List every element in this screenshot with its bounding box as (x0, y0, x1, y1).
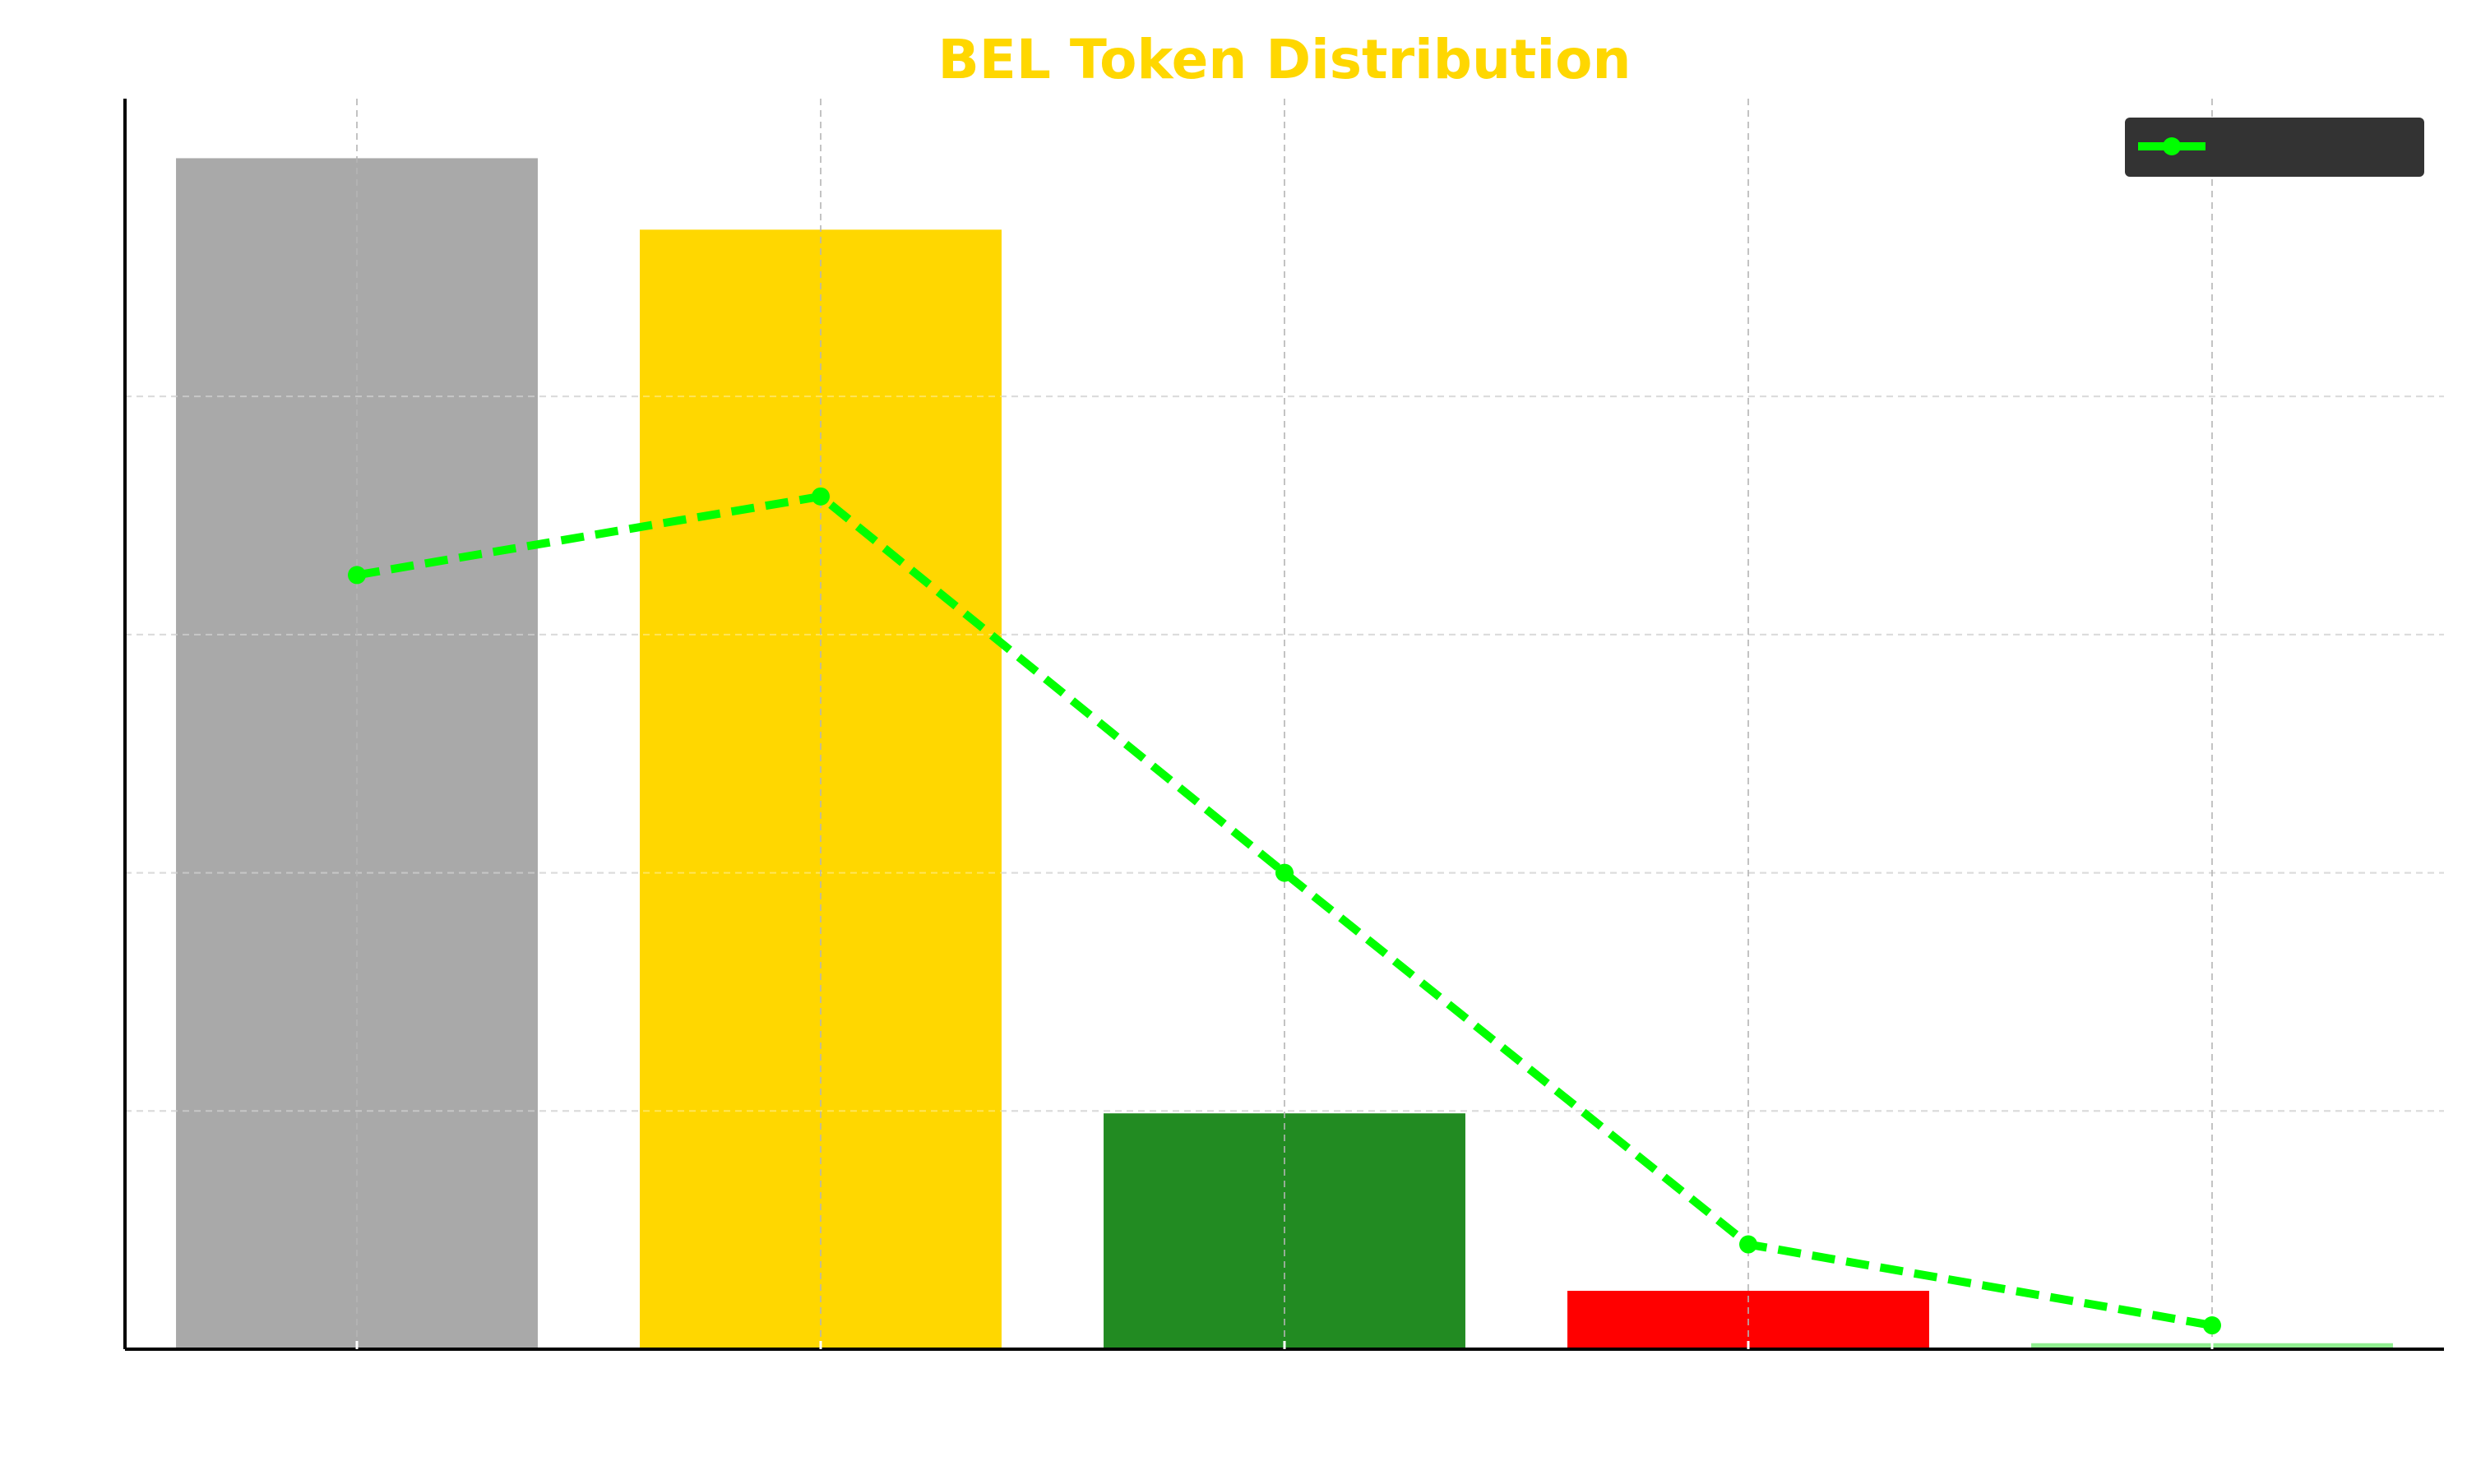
line-point (1739, 1235, 1757, 1254)
grid-front-layer (125, 99, 2444, 1349)
chart-title: BEL Token Distribution (937, 28, 1631, 91)
axis-layer (123, 99, 2444, 1351)
line-series (356, 492, 2213, 1329)
line-layer (348, 487, 2221, 1335)
legend (2125, 118, 2424, 177)
line-point (2203, 1316, 2221, 1335)
legend-box (2125, 118, 2424, 177)
legend-marker (2163, 137, 2181, 155)
line-point (348, 566, 366, 585)
line-point (812, 487, 830, 506)
line-point (1275, 863, 1294, 882)
